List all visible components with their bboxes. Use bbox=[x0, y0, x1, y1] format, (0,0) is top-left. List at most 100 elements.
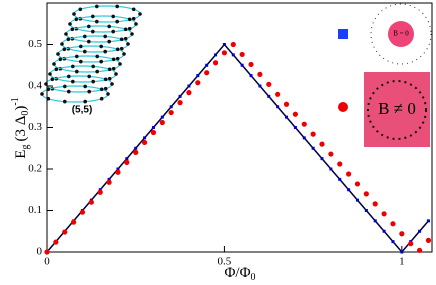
tube-atom bbox=[40, 92, 44, 96]
marker bbox=[186, 90, 192, 96]
marker bbox=[221, 50, 228, 56]
marker bbox=[425, 237, 432, 243]
marker bbox=[195, 80, 201, 86]
tube-atom bbox=[103, 34, 107, 39]
tube-atom bbox=[66, 37, 71, 42]
marker bbox=[275, 91, 281, 97]
marker bbox=[53, 239, 59, 245]
y-tick-label: 0.2 bbox=[28, 163, 42, 175]
tube-atom bbox=[114, 72, 118, 76]
marker bbox=[301, 121, 307, 127]
annotation: (5,5) bbox=[72, 105, 93, 116]
nanotube-inset bbox=[40, 4, 142, 104]
tube-atom bbox=[52, 62, 56, 66]
marker bbox=[283, 101, 290, 107]
tube-atom bbox=[107, 67, 112, 72]
tube-atom bbox=[67, 74, 71, 79]
tube-atom bbox=[110, 82, 114, 86]
marker bbox=[169, 105, 173, 109]
tube-atom bbox=[79, 59, 83, 64]
tube-atom bbox=[56, 52, 60, 56]
tube-atom bbox=[83, 99, 87, 104]
marker bbox=[107, 177, 111, 181]
marker bbox=[248, 61, 254, 68]
tube-atom bbox=[83, 34, 87, 39]
marker bbox=[381, 211, 387, 217]
tube-atom bbox=[95, 4, 99, 9]
marker bbox=[88, 199, 94, 205]
marker bbox=[363, 191, 369, 197]
marker bbox=[150, 129, 157, 136]
marker bbox=[116, 167, 120, 171]
marker bbox=[354, 181, 361, 187]
tube-atom bbox=[75, 69, 79, 74]
tube-atom bbox=[74, 17, 79, 22]
marker bbox=[239, 51, 245, 58]
tube-atom bbox=[87, 39, 91, 44]
tube-atom bbox=[87, 74, 91, 79]
tube-atom bbox=[107, 24, 111, 29]
tube-atom bbox=[68, 22, 72, 26]
legend-marker bbox=[338, 29, 348, 39]
marker bbox=[187, 84, 191, 88]
marker bbox=[160, 115, 164, 119]
y-tick-label: 0.4 bbox=[28, 80, 42, 92]
tube-atom bbox=[111, 57, 116, 62]
marker bbox=[391, 240, 395, 244]
marker bbox=[390, 221, 396, 227]
tube-atom bbox=[122, 52, 126, 56]
y-tick-label: 0.1 bbox=[28, 204, 42, 216]
tube-atom bbox=[91, 14, 95, 19]
tube-atom bbox=[111, 14, 115, 19]
y-tick-label: 0 bbox=[37, 246, 43, 258]
marker bbox=[214, 53, 218, 57]
marker bbox=[355, 198, 359, 202]
marker bbox=[97, 189, 103, 195]
tube-atom bbox=[123, 27, 128, 32]
tube-atom bbox=[119, 37, 124, 42]
marker bbox=[177, 100, 183, 106]
tube-atom bbox=[107, 39, 111, 44]
marker bbox=[310, 131, 316, 137]
x-tick-label: 0 bbox=[44, 256, 50, 268]
tube-atom bbox=[119, 46, 124, 51]
marker bbox=[400, 250, 404, 254]
tube-atom bbox=[123, 36, 128, 41]
tube-atom bbox=[71, 64, 75, 69]
tube-atom bbox=[99, 96, 104, 101]
marker bbox=[364, 209, 368, 212]
tube-atom bbox=[48, 72, 52, 76]
marker bbox=[276, 105, 280, 109]
marker bbox=[143, 136, 147, 140]
marker bbox=[62, 229, 68, 235]
tube-atom bbox=[95, 19, 99, 24]
marker bbox=[124, 159, 130, 165]
tube-atom bbox=[62, 47, 67, 52]
tube-atom bbox=[95, 69, 99, 74]
marker bbox=[285, 115, 289, 119]
annotation: B = 0 bbox=[393, 30, 409, 38]
tube-atom bbox=[58, 57, 63, 62]
x-tick-label: 1 bbox=[399, 256, 405, 268]
marker bbox=[329, 167, 333, 171]
x-axis-label: Φ/Φ0 bbox=[224, 265, 255, 283]
tube-atom bbox=[138, 12, 142, 16]
marker bbox=[399, 231, 405, 237]
marker bbox=[106, 179, 112, 185]
marker bbox=[320, 157, 324, 161]
tube-atom bbox=[130, 32, 134, 36]
marker bbox=[196, 74, 200, 78]
inset-disk bbox=[388, 21, 414, 47]
tube-atom bbox=[91, 29, 95, 34]
marker bbox=[257, 71, 263, 77]
marker bbox=[222, 43, 226, 46]
tube-atom bbox=[107, 76, 112, 81]
tube-atom bbox=[64, 32, 68, 36]
marker bbox=[418, 229, 422, 233]
tube-atom bbox=[78, 7, 83, 12]
marker bbox=[293, 126, 297, 129]
marker bbox=[205, 63, 209, 67]
tube-atom bbox=[99, 44, 103, 49]
y-tick-label: 0.3 bbox=[28, 121, 42, 133]
